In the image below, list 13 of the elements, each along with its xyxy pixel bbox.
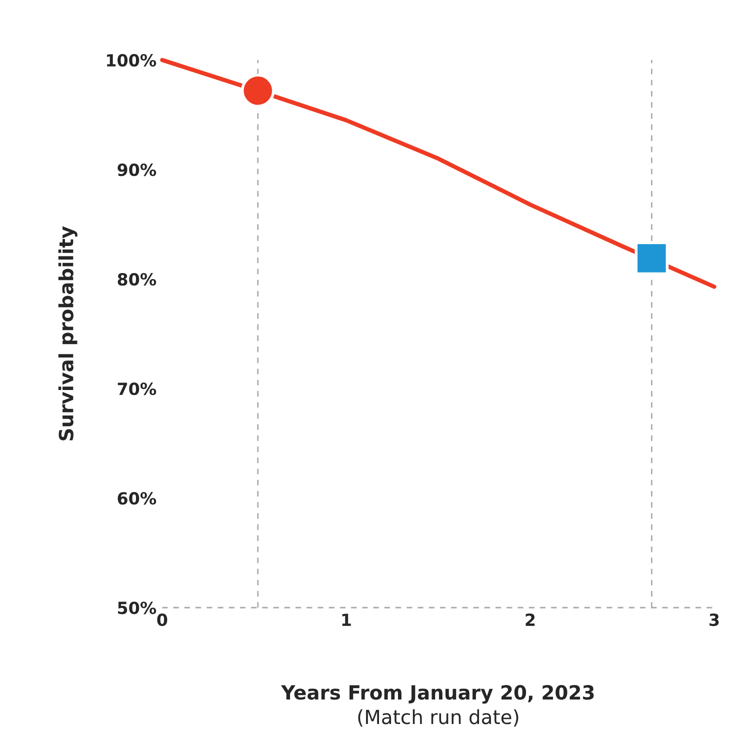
y-tick-label: 50% [118,602,156,614]
x-tick-label: 3 [710,613,719,626]
line-series [160,58,716,289]
y-tick-label: 80% [118,273,156,286]
y-tick-label: 60% [118,492,156,505]
x-tick-label: 0 [157,613,168,626]
y-tick-label: 100% [107,54,156,67]
y-tick-label: 90% [118,164,156,176]
x-tick-label: 1 [342,614,351,626]
text: Years From January 20, 2023 (Match run date) [280,685,594,727]
y-tick-label: 70% [118,382,156,396]
y-axis-title: Survival probability [58,226,78,440]
x-tick-label: 2 [526,613,535,626]
